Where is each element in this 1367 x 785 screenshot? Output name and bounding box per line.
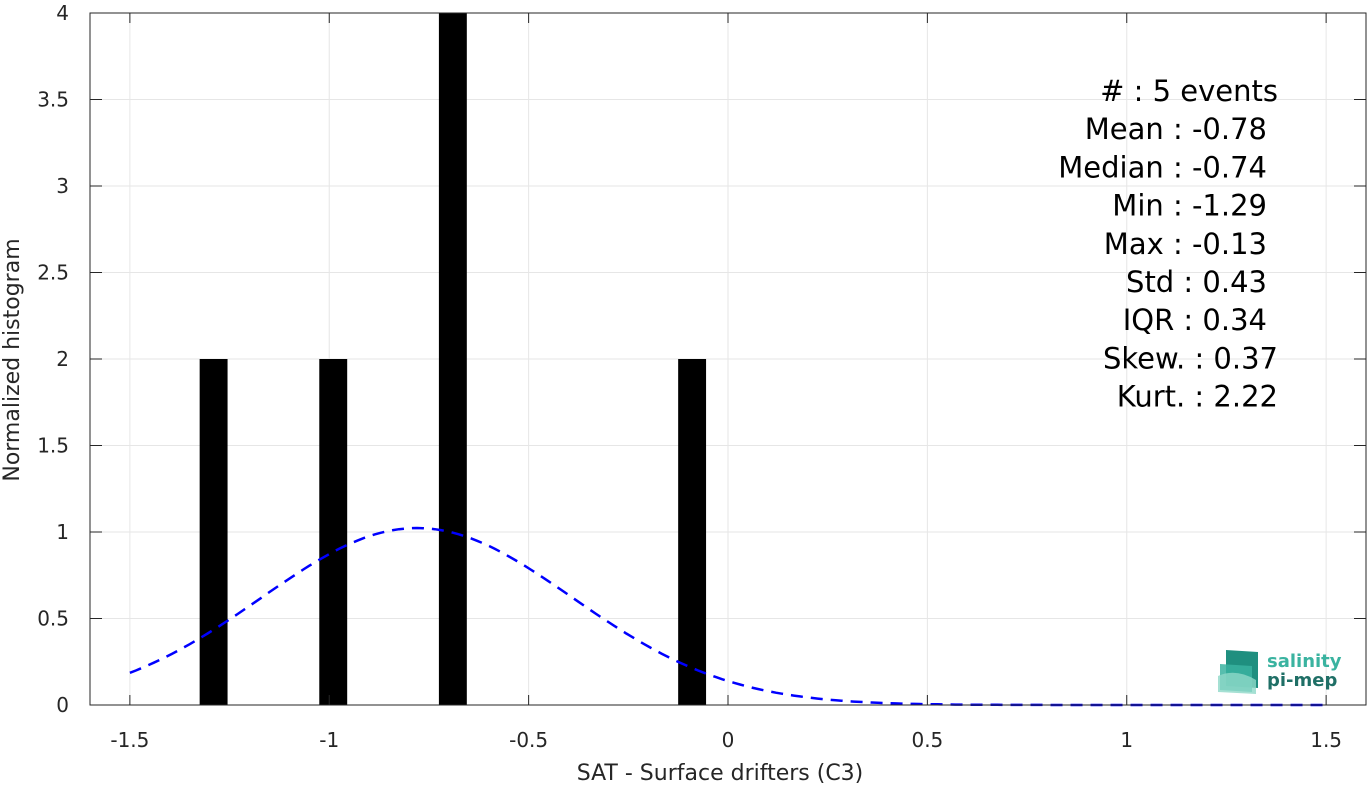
- stats-line: Std : 0.43: [1126, 265, 1267, 299]
- salinity-pimep-logo: salinity pi-mep: [1218, 650, 1342, 694]
- x-tick-label: 0.5: [911, 728, 943, 752]
- stats-line: IQR : 0.34: [1123, 303, 1267, 337]
- stats-annotation: # : 5 events Mean : -0.78 Median : -0.74 Mi…: [1058, 74, 1278, 414]
- x-tick-label: 1.5: [1310, 728, 1342, 752]
- histogram-bar: [678, 359, 707, 705]
- x-tick-label: -1: [319, 728, 339, 752]
- y-tick-label: 0.5: [37, 607, 69, 631]
- y-tick-label: 2.5: [37, 261, 69, 285]
- y-tick-labels: 0 0.5 1 1.5 2 2.5 3 3.5 4: [37, 1, 69, 717]
- stats-line: Min : -1.29: [1112, 189, 1267, 223]
- y-tick-label: 1.5: [37, 434, 69, 458]
- stats-line: Skew. : 0.37: [1103, 341, 1278, 375]
- y-tick-label: 1: [56, 520, 69, 544]
- stats-line: Max : -0.13: [1104, 227, 1267, 261]
- x-axis-label: SAT - Surface drifters (C3): [577, 761, 864, 785]
- x-tick-label: 0: [722, 728, 735, 752]
- stats-line: Mean : -0.78: [1085, 112, 1267, 146]
- x-tick-label: 1: [1120, 728, 1133, 752]
- x-tick-label: -1.5: [110, 728, 149, 752]
- y-tick-label: 2: [56, 347, 69, 371]
- y-tick-label: 3: [56, 174, 69, 198]
- histogram-bar: [319, 359, 348, 705]
- histogram-bars: [199, 13, 707, 705]
- y-tick-label: 3.5: [37, 88, 69, 112]
- logo-line1: salinity: [1267, 651, 1342, 672]
- x-tick-label: -0.5: [509, 728, 548, 752]
- logo-line2: pi-mep: [1267, 670, 1337, 691]
- stats-line: Median : -0.74: [1058, 150, 1267, 184]
- grid-lines: [90, 12, 1366, 706]
- logo-mark-icon: [1218, 650, 1258, 694]
- histogram-bar: [199, 359, 228, 705]
- stats-line: # : 5 events: [1100, 74, 1278, 108]
- axis-ticks: [90, 12, 1366, 706]
- x-tick-labels: -1.5 -1 -0.5 0 0.5 1 1.5: [110, 728, 1342, 752]
- y-axis-label: Normalized histogram: [0, 238, 25, 481]
- y-tick-label: 4: [56, 1, 69, 25]
- stats-line: Kurt. : 2.22: [1117, 380, 1278, 414]
- y-tick-label: 0: [56, 693, 69, 717]
- histogram-bar: [438, 13, 467, 705]
